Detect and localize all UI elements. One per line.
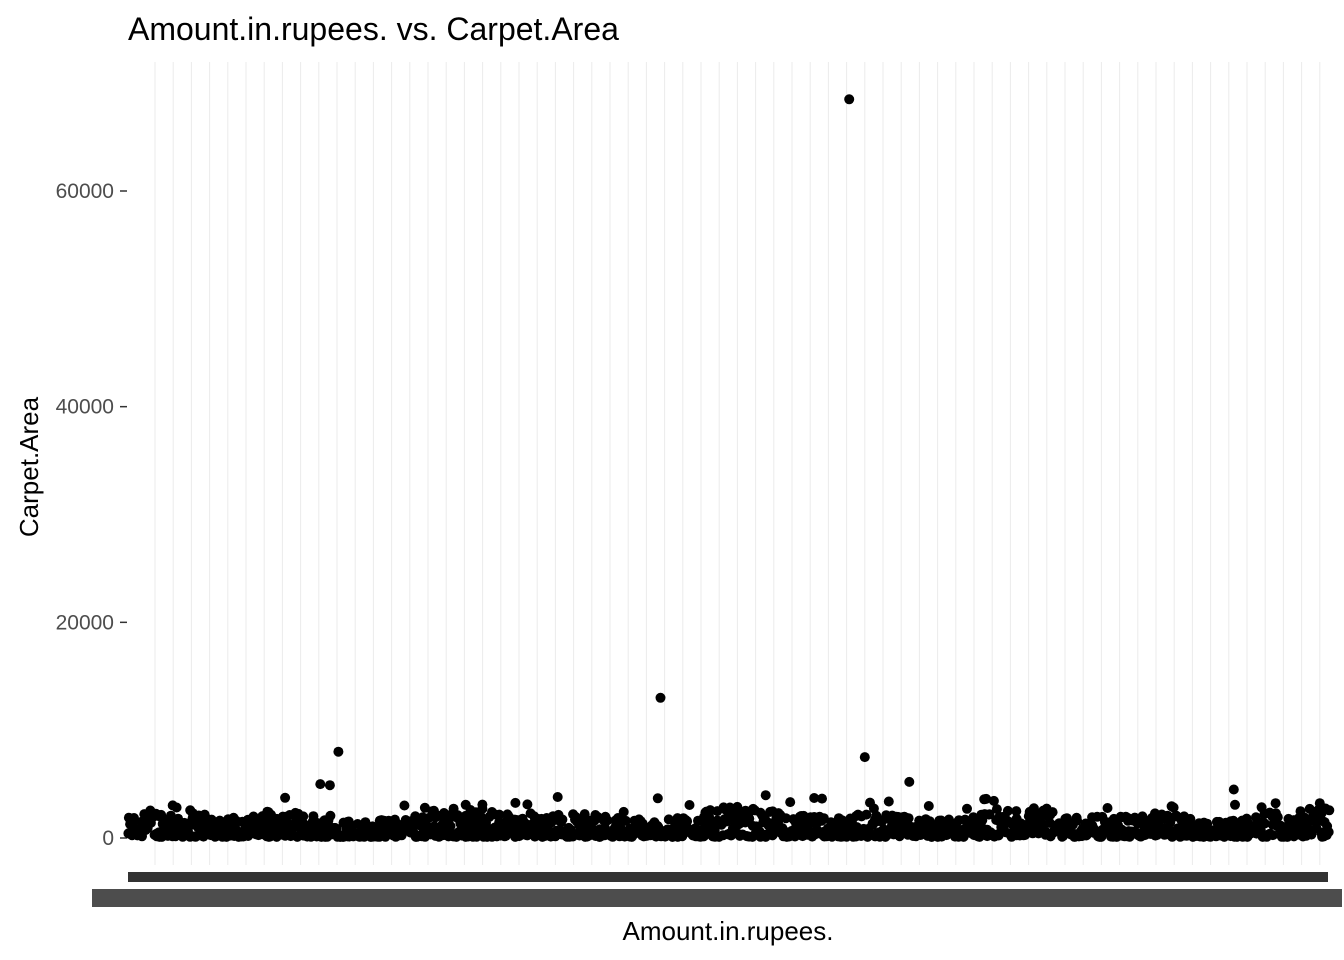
data-point (494, 809, 505, 820)
data-point (968, 812, 979, 823)
data-point (991, 804, 1002, 815)
data-point (1202, 818, 1213, 829)
data-point (861, 809, 872, 820)
vertical-gridlines (154, 62, 1321, 865)
data-point (809, 793, 820, 803)
data-point (903, 813, 914, 824)
data-point (1047, 807, 1058, 818)
data-point (171, 802, 182, 813)
data-point (1230, 799, 1240, 810)
data-point (1102, 803, 1113, 813)
data-point (943, 814, 954, 825)
chart-title: Amount.in.rupees. vs. Carpet.Area (128, 11, 619, 47)
data-point (923, 801, 934, 811)
data-point (1259, 818, 1270, 829)
data-point (1072, 815, 1083, 826)
data-point (904, 776, 915, 787)
data-point (684, 800, 695, 810)
y-axis-title: Carpet.Area (14, 396, 44, 537)
x-tick-marks (128, 872, 1328, 882)
data-point (399, 800, 410, 811)
data-point (817, 793, 827, 804)
data-point (981, 793, 992, 804)
data-point (1002, 805, 1013, 816)
data-point (677, 831, 688, 842)
data-point (1268, 830, 1278, 841)
data-point (760, 790, 771, 801)
y-tick-label: 0 (102, 827, 114, 850)
data-point (1168, 802, 1179, 813)
data-point (785, 797, 796, 808)
data-point (602, 815, 613, 826)
x-tick-labels-overlapping (92, 889, 1342, 907)
data-point (844, 94, 855, 105)
data-point (988, 795, 999, 806)
data-point (1324, 805, 1335, 816)
data-point (682, 816, 693, 827)
y-tick-label: 20000 (56, 611, 114, 634)
data-point (1323, 827, 1334, 837)
y-tick-label: 60000 (56, 180, 114, 203)
data-point (984, 809, 995, 820)
data-point (471, 831, 482, 842)
x-axis-title: Amount.in.rupees. (622, 916, 833, 946)
data-point (655, 692, 666, 703)
data-point (1270, 798, 1281, 809)
data-point (620, 815, 631, 826)
data-point (1011, 806, 1022, 817)
data-point (618, 806, 629, 817)
data-point (883, 796, 894, 807)
data-point (128, 816, 139, 827)
x-axis (92, 872, 1342, 907)
data-point (315, 779, 326, 790)
y-tick-label: 40000 (56, 396, 114, 419)
data-point (1228, 784, 1239, 795)
data-points (123, 94, 1335, 842)
y-axis: 0 20000 40000 60000 (56, 180, 127, 850)
data-point (280, 792, 291, 803)
data-point (780, 813, 791, 824)
data-point (1272, 812, 1283, 823)
data-point (477, 803, 488, 814)
data-point (333, 746, 344, 757)
data-point (552, 792, 563, 802)
data-point (974, 831, 985, 842)
data-point (557, 814, 568, 825)
data-point (445, 821, 456, 832)
data-point (652, 793, 663, 804)
data-point (298, 811, 309, 822)
data-point (325, 810, 336, 821)
data-point (962, 803, 972, 814)
data-point (324, 780, 335, 791)
data-point (510, 797, 521, 808)
data-point (859, 752, 870, 763)
data-point (522, 799, 533, 810)
